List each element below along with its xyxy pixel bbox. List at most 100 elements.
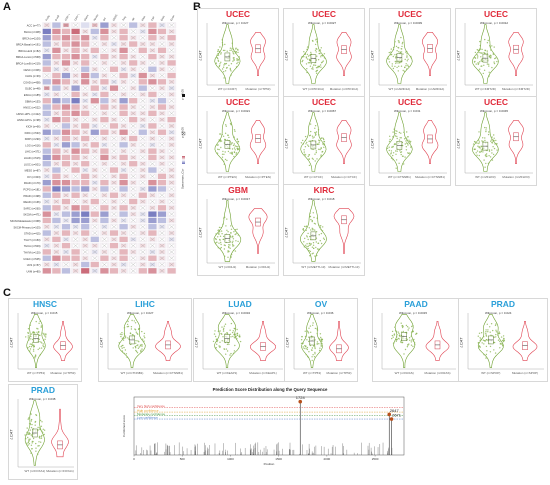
violin-xtick-mut: Mutation (n=TP53)	[245, 87, 271, 91]
violin-point	[237, 61, 239, 63]
violin-point	[387, 56, 389, 58]
violin-point	[318, 66, 320, 68]
violin-point	[306, 339, 308, 341]
heatmap-ns-cross	[102, 199, 107, 204]
heatmap-ns-cross	[140, 142, 146, 147]
violin-point	[237, 240, 239, 243]
violin-point	[480, 149, 482, 151]
heatmap-cell	[71, 53, 80, 60]
violin-point	[474, 60, 476, 63]
heatmap-ns-cross	[169, 218, 174, 223]
violin-point	[312, 244, 315, 246]
violin-point	[36, 331, 38, 333]
violin-point	[407, 329, 409, 331]
heatmap-row-label: ESCA (n=185)	[24, 93, 41, 97]
violin-panel: PAAD Wilcoxon, p = 0.0015 LCAT WT (n=KRAS) M…	[372, 298, 460, 382]
violin-point	[395, 62, 397, 65]
violin-point	[30, 452, 32, 454]
violin-point	[402, 53, 404, 55]
violin-point	[386, 147, 389, 150]
violin-point	[233, 231, 235, 233]
violin-point	[488, 131, 490, 133]
heatmap-cell	[109, 230, 119, 236]
violin-point	[478, 51, 480, 54]
heatmap-ns-cross	[121, 123, 126, 128]
violin-point	[480, 65, 482, 67]
violin-point	[396, 50, 398, 52]
heatmap-cell	[148, 123, 157, 129]
heatmap-cell	[100, 211, 109, 217]
heatmap-cell	[61, 72, 71, 79]
violin-point	[229, 49, 231, 52]
heatmap-ns-cross	[44, 123, 50, 128]
violin-panel: UCEC Wilcoxon, p = 0.0045 LCAT WT (n=ZFHX3)…	[455, 96, 537, 186]
violin-point	[311, 246, 314, 248]
violin-point	[127, 337, 129, 339]
violin-point	[318, 148, 320, 150]
heatmap-row-label: DLBC (n=48)	[25, 87, 40, 91]
panel-letter-a: A	[3, 1, 11, 13]
heatmap-cell	[100, 104, 109, 110]
violin-svg	[202, 313, 283, 370]
violin-point	[478, 139, 480, 141]
violin-point	[222, 328, 225, 331]
violin-point	[43, 332, 45, 335]
violin-point	[230, 70, 232, 72]
violin-point	[217, 229, 219, 232]
heatmap-ns-cross	[150, 193, 155, 198]
violin-point	[495, 323, 497, 325]
heatmap-cell	[42, 41, 51, 47]
violin-point	[406, 55, 408, 57]
violin-point	[306, 235, 308, 237]
heatmap-ns-cross	[92, 256, 98, 261]
heatmap-ns-cross	[130, 205, 136, 210]
violin-point	[305, 226, 307, 228]
heatmap-ns-cross	[130, 180, 136, 185]
violin-point	[403, 353, 405, 355]
violin-point	[483, 336, 485, 338]
violin-point	[235, 48, 237, 50]
heatmap-cell	[109, 167, 119, 173]
violin-point	[401, 341, 404, 343]
heatmap-ns-cross	[140, 243, 146, 248]
violin-point	[498, 332, 500, 334]
heatmap-cell	[71, 186, 80, 192]
violin-point	[138, 327, 140, 330]
heatmap-cell	[90, 129, 99, 135]
violin-point	[234, 149, 236, 151]
heatmap-ns-cross	[63, 237, 69, 242]
heatmap-row-label: READ (n=166)	[24, 200, 41, 204]
heatmap-cell	[71, 28, 80, 35]
violin-point	[306, 348, 309, 351]
violin-point	[400, 151, 403, 153]
heatmap-ns-cross	[92, 168, 98, 173]
violin-point	[310, 331, 312, 333]
violin-svg	[467, 313, 544, 370]
violin-point	[307, 245, 309, 248]
violin-point	[131, 334, 134, 336]
heatmap-ns-cross	[82, 243, 88, 248]
heatmap-cell	[100, 28, 109, 35]
violin-xtick-wt: WT (n=ARID1A)	[388, 87, 411, 91]
heatmap-cell	[52, 129, 61, 135]
violin-title: PRAD	[30, 385, 56, 395]
heatmap-row-label: GBM (n=153)	[25, 99, 41, 103]
violin-point	[222, 135, 225, 137]
violin-point	[397, 62, 399, 64]
violin-point	[308, 59, 311, 62]
violin-point	[42, 428, 44, 430]
violin-point	[491, 45, 493, 47]
heatmap-ns-cross	[121, 262, 126, 267]
violin-point	[485, 153, 488, 155]
heatmap-ns-cross	[159, 117, 165, 122]
heatmap-ns-cross	[169, 130, 174, 135]
violin-point	[398, 51, 400, 53]
heatmap-ns-cross	[169, 29, 174, 34]
violin-point	[235, 336, 237, 338]
heatmap-cell	[119, 205, 128, 211]
violin-point	[320, 56, 322, 58]
violin-point	[32, 437, 35, 440]
violin-point	[493, 137, 495, 139]
violin-point	[480, 338, 482, 340]
heatmap-ns-cross	[121, 60, 126, 65]
